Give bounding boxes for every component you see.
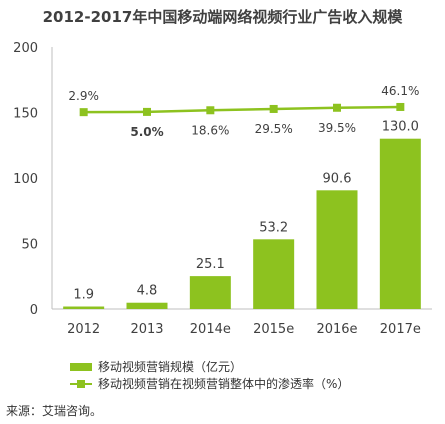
chart-title: 2012-2017年中国移动端网络视频行业广告收入规模 bbox=[42, 8, 403, 26]
rate-marker bbox=[333, 103, 341, 112]
bar bbox=[126, 302, 168, 309]
rate-marker bbox=[143, 107, 151, 116]
rate-value-label: 18.6% bbox=[191, 123, 229, 137]
bar-value-label: 4.8 bbox=[137, 284, 158, 299]
bar-value-label: 53.2 bbox=[259, 220, 288, 235]
bar-value-label: 1.9 bbox=[73, 288, 94, 303]
bar bbox=[253, 239, 295, 309]
rate-value-label: 39.5% bbox=[318, 121, 356, 135]
y-tick-label: 200 bbox=[13, 41, 38, 56]
bar-value-label: 25.1 bbox=[196, 257, 225, 272]
bar bbox=[63, 306, 105, 309]
y-tick-label: 0 bbox=[30, 303, 38, 318]
bar-value-label: 130.0 bbox=[382, 120, 419, 135]
bar bbox=[316, 190, 358, 309]
y-tick-label: 50 bbox=[21, 238, 38, 253]
rate-value-label: 5.0% bbox=[130, 125, 163, 139]
x-tick-label: 2017e bbox=[380, 322, 421, 337]
legend-line-swatch bbox=[70, 379, 92, 388]
x-tick-label: 2014e bbox=[190, 322, 231, 337]
rate-line-path bbox=[83, 105, 401, 114]
legend: 移动视频营销规模（亿元） 移动视频营销在视频营销整体中的渗透率（%） bbox=[70, 358, 349, 392]
rate-value-label: 46.1% bbox=[381, 84, 419, 98]
bar-value-label: 90.6 bbox=[323, 171, 352, 186]
x-tick-label: 2016e bbox=[316, 322, 357, 337]
bar bbox=[189, 276, 231, 309]
x-tick-label: 2012 bbox=[67, 322, 100, 337]
legend-bar-swatch bbox=[70, 362, 92, 371]
legend-item-bar: 移动视频营销规模（亿元） bbox=[70, 358, 349, 375]
x-tick-label: 2013 bbox=[130, 322, 163, 337]
y-tick-label: 150 bbox=[13, 107, 38, 122]
bar bbox=[379, 138, 421, 309]
source-note: 来源：艾瑞咨询。 bbox=[6, 404, 103, 418]
labels: 1.9 4.8 25.1 53.2 90.6 130.0 2.9% 5.0% 18.6% 29.5… bbox=[68, 84, 419, 303]
rate-marker bbox=[269, 104, 278, 113]
y-tick-label: 100 bbox=[13, 172, 38, 187]
x-tick-label: 2015e bbox=[253, 322, 294, 337]
rate-value-label: 29.5% bbox=[255, 122, 293, 136]
rate-marker bbox=[396, 102, 405, 111]
bars bbox=[63, 138, 421, 309]
rate-value-label: 2.9% bbox=[68, 89, 99, 103]
rate-line bbox=[79, 102, 405, 117]
legend-line-label: 移动视频营销在视频营销整体中的渗透率（%） bbox=[98, 377, 350, 391]
rate-marker bbox=[79, 108, 88, 117]
legend-bar-label: 移动视频营销规模（亿元） bbox=[98, 360, 243, 374]
rate-marker bbox=[206, 106, 215, 115]
legend-item-line: 移动视频营销在视频营销整体中的渗透率（%） bbox=[70, 375, 349, 392]
axes: 0 50 100 150 200 2012 2013 2014e 2015e 2016e 2017e bbox=[13, 41, 432, 337]
